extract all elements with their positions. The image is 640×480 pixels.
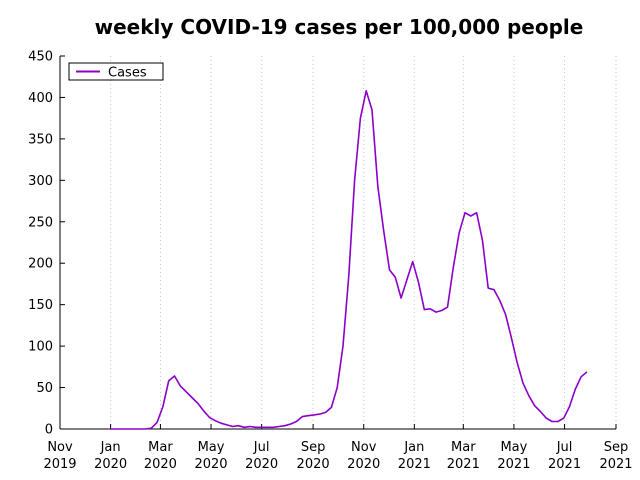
- x-tick-label: Sep: [301, 440, 326, 455]
- x-tick-label: 2021: [398, 457, 431, 472]
- x-tick-label: May: [198, 440, 225, 455]
- x-tick-label: 2019: [43, 457, 76, 472]
- grid: [59, 56, 617, 429]
- y-tick-label: 300: [28, 174, 53, 189]
- legend-label: Cases: [108, 66, 147, 81]
- x-tick-label: 2020: [347, 457, 380, 472]
- y-tick-label: 150: [28, 298, 53, 313]
- chart-title: weekly COVID-19 cases per 100,000 people: [95, 15, 584, 39]
- legend-box: [68, 62, 164, 81]
- x-tick-label: Nov: [47, 440, 73, 455]
- x-tick-label: 2021: [548, 457, 581, 472]
- y-tick-label: 350: [28, 132, 53, 147]
- x-tick-label: Sep: [604, 440, 629, 455]
- x-tick-label: 2020: [144, 457, 177, 472]
- axes: 0 50 100 150 200 250 300 350 400 450 Nov 2019 Jan 202…: [28, 50, 632, 473]
- x-tick-label: 2020: [94, 457, 127, 472]
- series-line-cases: [110, 90, 588, 430]
- x-tick-label: 2020: [194, 457, 227, 472]
- x-tick-label: 2020: [245, 457, 278, 472]
- x-tick-label: 2020: [297, 457, 330, 472]
- y-tick-label: 400: [28, 91, 53, 106]
- y-tick-label: 0: [45, 423, 53, 438]
- x-tick-label: Jan: [403, 440, 424, 455]
- y-tick-label: 250: [28, 215, 53, 230]
- y-tick-label: 450: [28, 50, 53, 65]
- y-tick-label: 100: [28, 340, 53, 355]
- x-tick-label: Jan: [100, 440, 121, 455]
- y-tick-label: 200: [28, 257, 53, 272]
- x-tick-label: 2021: [599, 457, 632, 472]
- x-tick-label: Mar: [148, 440, 173, 455]
- x-tick-label: Nov: [351, 440, 377, 455]
- x-tick-label: 2021: [497, 457, 530, 472]
- x-tick-label: May: [500, 440, 527, 455]
- x-tick-label: Mar: [451, 440, 476, 455]
- legend: Cases: [68, 62, 164, 81]
- x-tick-label: 2021: [447, 457, 480, 472]
- series-layer: [110, 90, 588, 430]
- x-tick-label: Jul: [556, 440, 573, 455]
- x-tick-label: Jul: [253, 440, 270, 455]
- y-tick-label: 50: [36, 381, 53, 396]
